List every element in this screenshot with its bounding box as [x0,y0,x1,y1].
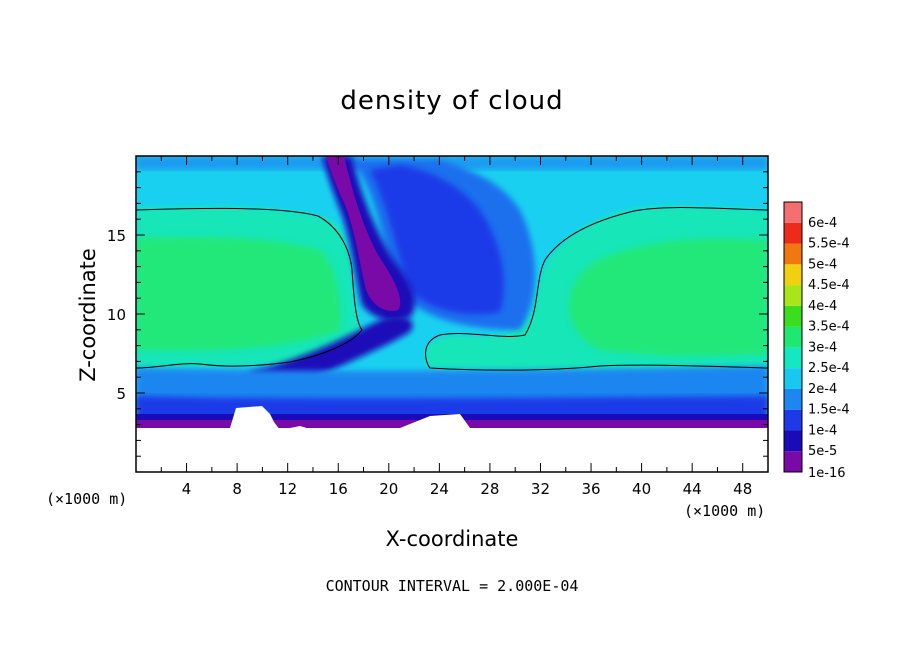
y-tick-label: 15 [107,227,126,245]
colorbar-frame [783,201,803,473]
x-axis: 4 8 12 16 20 24 28 32 36 40 44 48 [160,156,752,498]
x-tick-label: 4 [182,480,192,498]
colorbar-swatch [784,451,802,472]
colorbar-label: 2.5e-4 [808,361,850,376]
x-tick-label: 24 [430,480,449,498]
colorbar-swatch [784,202,802,223]
colorbar-label: 4e-4 [808,299,837,314]
colorbar-swatch [784,430,802,452]
x-tick-label: 12 [278,480,297,498]
colorbar-label: 3e-4 [808,340,837,355]
colorbar-swatch [784,326,802,348]
y-tick-label: 10 [107,306,126,324]
x-tick-label: 32 [531,480,550,498]
x-tick-label: 48 [733,480,752,498]
contour-interval-note: CONTOUR INTERVAL = 2.000E-04 [325,577,579,595]
colorbar-label: 1e-16 [808,466,846,481]
colorbar-label: 4.5e-4 [808,278,850,293]
colorbar-label: 5e-5 [808,444,837,459]
colorbar: 1e-16 5e-5 1e-4 1.5e-4 2e-4 2.5e-4 3e-4 3.5e-4 4… [783,201,850,481]
y-axis: 5 10 15 [107,171,768,457]
x-tick-label: 44 [683,480,702,498]
x-unit-label-left: (×1000 m) [46,490,128,508]
colorbar-swatch [784,409,802,431]
x-tick-label: 36 [581,480,600,498]
clear-air-region [136,406,768,472]
x-tick-label: 20 [379,480,398,498]
central-gap-inner [370,165,504,315]
colorbar-swatch [784,347,802,369]
plot-area [136,156,768,472]
colorbar-label: 6e-4 [808,216,837,231]
left-cell-core [136,237,341,351]
colorbar-label: 5e-4 [808,257,837,272]
contour-right [425,207,768,371]
colorbar-swatch [784,285,802,306]
x-tick-label: 40 [632,480,651,498]
colorbar-swatch [784,243,802,265]
cloud-top-band [136,156,768,170]
colorbar-label: 1.5e-4 [808,403,850,418]
colorbar-swatch [784,368,802,389]
colorbar-label: 1e-4 [808,423,837,438]
x-tick-label: 8 [232,480,242,498]
right-cell-core [568,238,768,356]
x-axis-label: X-coordinate [385,527,519,551]
colorbar-label: 5.5e-4 [808,237,850,252]
contour-left [136,207,363,369]
colorbar-swatch [784,222,802,244]
colorbar-swatch [784,388,802,410]
colorbar-label: 2e-4 [808,382,837,397]
colorbar-label: 3.5e-4 [808,320,850,335]
x-tick-label: 28 [480,480,499,498]
colorbar-swatch [784,264,802,286]
chart-title: density of cloud [340,86,564,116]
purple-plume-core [326,156,401,311]
colorbar-swatch [784,305,802,327]
x-tick-label: 16 [329,480,348,498]
y-tick-label: 5 [116,385,126,403]
x-unit-label-right: (×1000 m) [684,502,766,520]
